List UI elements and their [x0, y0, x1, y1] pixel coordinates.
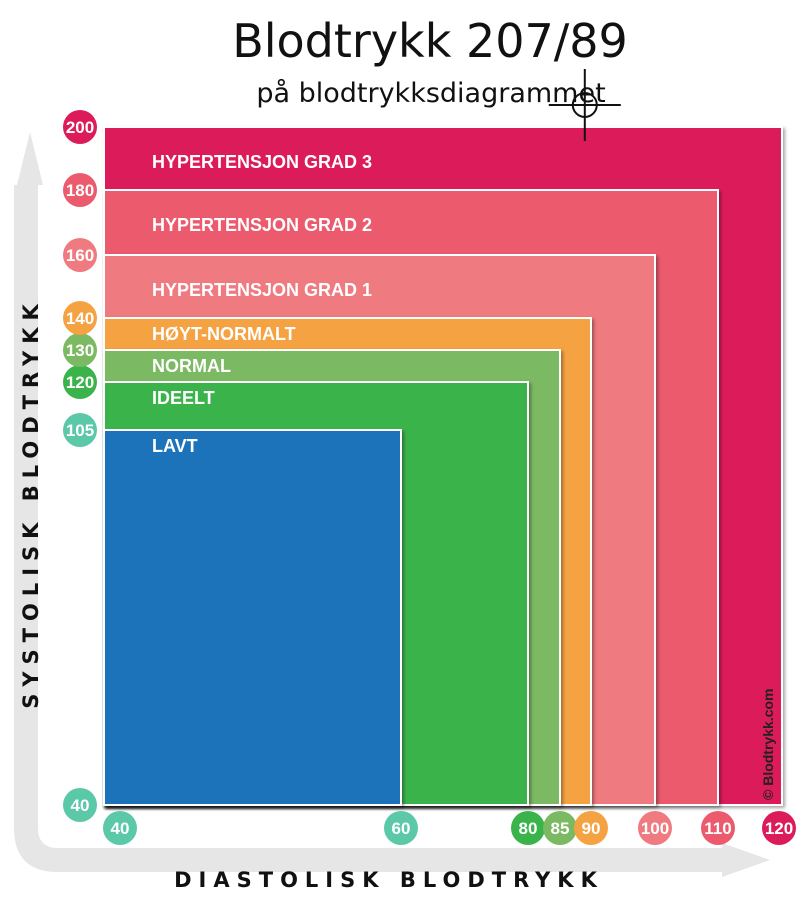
x-tick-badge: [638, 811, 672, 845]
x-tick-badge: [701, 811, 735, 845]
y-tick-badge: [63, 333, 97, 367]
chart-subtitle: på blodtrykksdiagrammet: [256, 78, 606, 109]
y-tick-160: 160: [63, 238, 97, 272]
y-tick-180: 180: [63, 173, 97, 207]
x-tick-label: 90: [582, 819, 601, 838]
x-tick-badge: [543, 811, 577, 845]
x-tick-60: 60: [384, 811, 418, 845]
y-tick-label: 130: [66, 341, 94, 360]
x-tick-80: 80: [511, 811, 545, 845]
zone-label-ideelt: IDEELT: [152, 388, 215, 408]
y-tick-badge: [63, 110, 97, 144]
y-tick-200: 200: [63, 110, 97, 144]
x-tick-label: 85: [551, 819, 570, 838]
y-tick-40: 40: [63, 788, 97, 822]
y-axis-title: SYSTOLISK BLODTRYKK: [19, 297, 43, 709]
y-tick-label: 140: [66, 309, 94, 328]
x-axis-title: DIASTOLISK BLODTRYKK: [174, 868, 604, 892]
y-tick-label: 180: [66, 181, 94, 200]
y-tick-badge: [63, 238, 97, 272]
x-tick-40: 40: [103, 811, 137, 845]
y-tick-badge: [63, 173, 97, 207]
chart-title: Blodtrykk 207/89: [232, 14, 628, 68]
x-tick-85: 85: [543, 811, 577, 845]
x-tick-label: 80: [519, 819, 538, 838]
x-tick-badge: [574, 811, 608, 845]
x-tick-label: 60: [392, 819, 411, 838]
x-tick-label: 120: [765, 819, 793, 838]
y-tick-badge: [63, 301, 97, 335]
x-tick-badge: [762, 811, 796, 845]
y-tick-badge: [63, 788, 97, 822]
zone-label-hypertensjon-grad-2: HYPERTENSJON GRAD 2: [152, 215, 372, 235]
x-tick-badge: [103, 811, 137, 845]
zone-label-hypertensjon-grad-1: HYPERTENSJON GRAD 1: [152, 280, 372, 300]
x-tick-110: 110: [701, 811, 735, 845]
x-tick-100: 100: [638, 811, 672, 845]
y-tick-120: 120: [63, 365, 97, 399]
y-tick-140: 140: [63, 301, 97, 335]
zone-label-normal: NORMAL: [152, 356, 231, 376]
marker-circle: [571, 91, 598, 118]
y-tick-105: 105: [63, 413, 97, 447]
x-tick-label: 40: [111, 819, 130, 838]
x-tick-90: 90: [574, 811, 608, 845]
x-tick-120: 120: [762, 811, 796, 845]
y-tick-badge: [63, 365, 97, 399]
y-tick-130: 130: [63, 333, 97, 367]
ticks-layer: 40 105 120 130 140 160 180 200 40 60 80 85 90 100 110 1…: [63, 110, 796, 845]
y-tick-label: 160: [66, 246, 94, 265]
y-tick-label: 40: [71, 796, 90, 815]
x-tick-badge: [384, 811, 418, 845]
y-tick-label: 120: [66, 373, 94, 392]
x-tick-label: 110: [704, 819, 731, 838]
x-tick-label: 100: [641, 819, 669, 838]
zone-label-hypertensjon-grad-3: HYPERTENSJON GRAD 3: [152, 152, 372, 172]
zone-lavt: [103, 429, 402, 806]
zone-label-høyt-normalt: HØYT-NORMALT: [152, 324, 296, 344]
y-tick-label: 105: [66, 421, 94, 440]
x-tick-badge: [511, 811, 545, 845]
zone-label-lavt: LAVT: [152, 436, 198, 456]
reading-marker: [548, 68, 621, 141]
y-tick-badge: [63, 413, 97, 447]
zones-layer: HYPERTENSJON GRAD 3 HYPERTENSJON GRAD 2 HY…: [103, 126, 783, 806]
copyright-text: © Blodtrykk.com: [760, 689, 776, 800]
marker-layer: [548, 68, 621, 141]
y-tick-label: 200: [66, 118, 94, 137]
